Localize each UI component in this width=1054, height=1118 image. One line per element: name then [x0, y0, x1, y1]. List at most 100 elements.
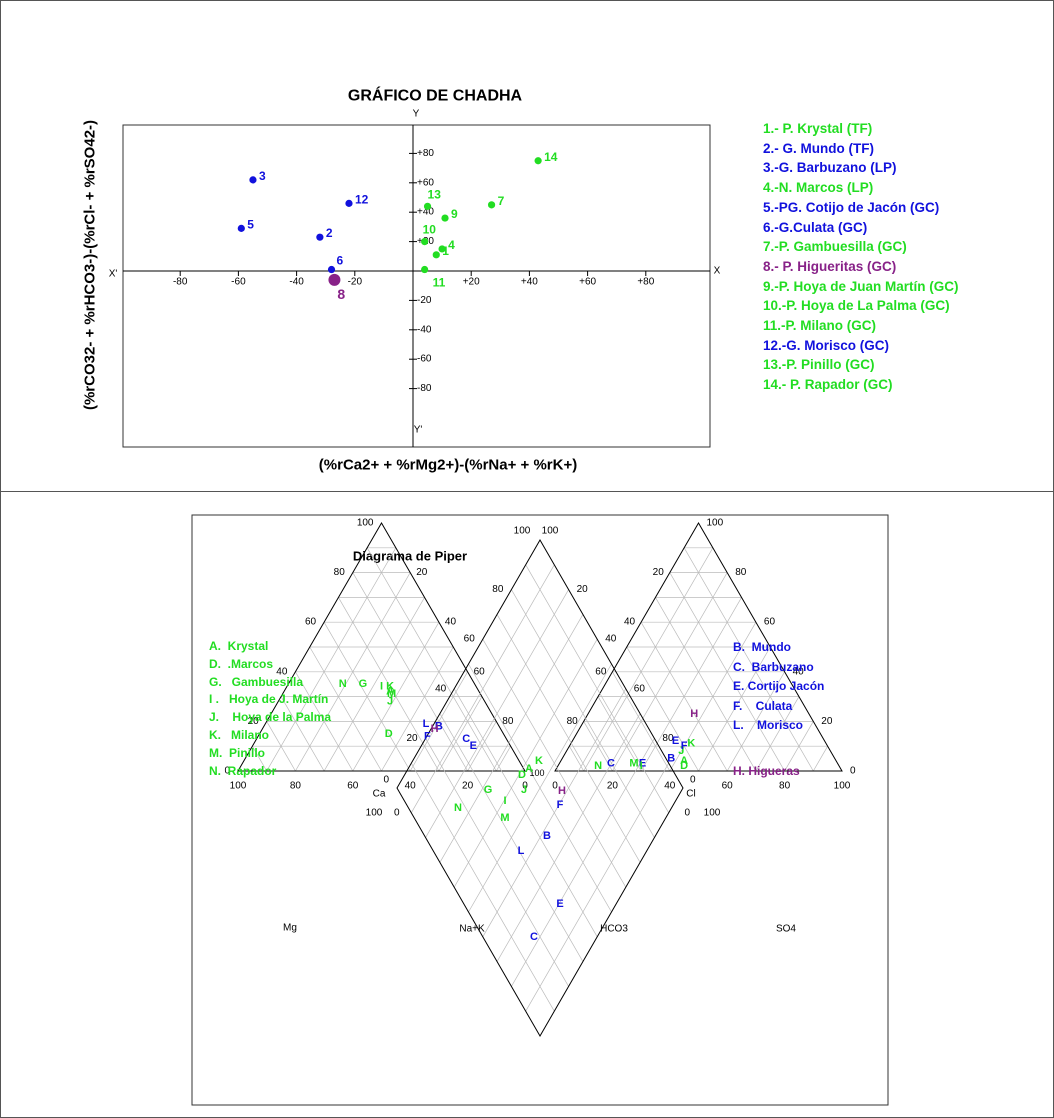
y-tick-label: -80	[417, 383, 432, 394]
cation-bottom-tick: 20	[462, 781, 474, 792]
chadha-legend-item: 9.-P. Hoya de Juan Martín (GC)	[763, 278, 959, 294]
chadha-point-14	[534, 157, 542, 165]
chadha-legend-item: 12.-G. Morisco (GC)	[763, 337, 890, 353]
cation-point-A: A	[386, 686, 394, 698]
diamond-left-tick: 40	[435, 683, 447, 694]
chadha-point-label-13: 13	[428, 187, 442, 201]
x-tick-label: -40	[289, 277, 304, 288]
chadha-point-13	[423, 202, 432, 210]
anion-triangle-grid	[612, 671, 671, 772]
chadha-point-label-5: 5	[247, 217, 254, 231]
cation-point-F: F	[424, 730, 431, 742]
cation-triangle-grid	[266, 547, 397, 772]
cation-triangle-grid	[366, 547, 497, 772]
chadha-legend-item: 4.-N. Marcos (LP)	[763, 180, 874, 196]
anion-top-tick: 100	[704, 808, 721, 819]
anion-left-tick: 20	[653, 567, 665, 578]
chadha-legend-item: 10.-P. Hoya de La Palma (GC)	[763, 298, 950, 314]
cation-triangle-grid	[266, 721, 296, 772]
anion-triangle-grid	[755, 696, 800, 772]
cation-point-M: M	[387, 688, 396, 700]
y-axis-top-letter: Y	[413, 109, 420, 120]
anion-point-B: B	[667, 753, 675, 765]
chadha-point-3	[249, 176, 257, 184]
chadha-legend: 1.- P. Krystal (TF) 2.- G. Mundo (TF) 3.-G…	[763, 119, 959, 395]
piper-legend-item: K. Milano	[209, 727, 269, 742]
chadha-point-label-9: 9	[451, 207, 458, 221]
anion-point-H: H	[690, 708, 698, 720]
cation-right-axis-label: Na+K	[459, 924, 485, 935]
anion-left-tick: 0	[684, 808, 690, 819]
diamond-right-tick: 40	[605, 634, 617, 645]
anion-point-I: I	[640, 760, 643, 772]
anion-right-tick: 40	[793, 666, 805, 677]
cation-point-C: C	[462, 733, 470, 745]
cation-right-tick: 80	[502, 716, 514, 727]
cation-point-L: L	[423, 718, 430, 730]
anion-point-C: C	[607, 758, 615, 770]
diamond-right-tick: 20	[577, 584, 589, 595]
chadha-point-label-8: 8	[337, 286, 345, 302]
chadha-point-label-6: 6	[337, 254, 344, 268]
cation-triangle-grid	[438, 696, 483, 772]
chadha-point-12	[345, 199, 353, 207]
chadha-point-label-14: 14	[544, 150, 558, 164]
diamond-point-K: K	[535, 755, 543, 767]
x-tick-label: +20	[463, 277, 480, 288]
anion-bottom-tick: 20	[607, 781, 619, 792]
anion-left-axis-label: HCO3	[600, 924, 628, 935]
chadha-point-label-4: 4	[448, 238, 455, 252]
piper-legend-item: J. Hoya de la Palma	[209, 710, 332, 725]
piper-legend-item: N. Rapador	[209, 763, 277, 778]
piper-legend-item: B. Mundo	[733, 640, 791, 654]
chadha-y-axis-label: (%rCO32- + %rHCO3-)-(%rCl- + %rSO42-)	[82, 120, 99, 410]
anion-triangle-outline	[554, 522, 843, 772]
cation-left-axis-label: Mg	[283, 923, 297, 934]
diamond-left-tick: 0	[383, 775, 389, 786]
y-tick-label: -20	[417, 295, 432, 306]
anion-point-M: M	[629, 758, 638, 770]
cation-triangle-grid	[338, 597, 440, 772]
diamond-grid	[511, 589, 655, 838]
piper-legend-item: C. Barbuzano	[733, 659, 814, 674]
x-tick-label: -20	[348, 277, 363, 288]
cation-point-K: K	[386, 681, 394, 693]
anion-triangle-grid	[784, 721, 814, 772]
anion-right-tick: 0	[850, 766, 856, 777]
diamond-point-N: N	[454, 802, 462, 814]
diamond-point-G: G	[484, 784, 493, 796]
anion-triangle-grid	[569, 746, 585, 772]
chadha-point-2	[316, 233, 324, 241]
cation-triangle-grid	[309, 646, 382, 772]
anion-bottom-tick: 40	[664, 781, 676, 792]
cation-point-G: G	[359, 678, 368, 690]
cation-triangle-grid	[280, 696, 325, 772]
cation-bottom-axis-label: Ca	[373, 789, 386, 800]
piper-title: Diagrama de Piper	[353, 549, 467, 564]
piper-frame	[191, 514, 889, 1106]
anion-right-tick: 20	[821, 716, 833, 727]
x-tick-label: -80	[173, 277, 188, 288]
piper-legend-item: F. Culata	[733, 698, 793, 713]
diamond-point-H: H	[558, 785, 566, 797]
cation-left-tick: 80	[334, 567, 346, 578]
diamond-top-tick-right: 100	[542, 526, 559, 537]
cation-left-tick: 0	[224, 766, 230, 777]
diamond-point-E: E	[556, 898, 563, 910]
anion-left-tick: 60	[595, 666, 607, 677]
chadha-point-label-10: 10	[423, 223, 437, 237]
cation-bottom-tick: 0	[522, 781, 528, 792]
diamond-grid	[525, 564, 670, 813]
chadha-point-8	[328, 273, 341, 286]
diamond-outline	[396, 538, 684, 1038]
anion-point-K: K	[687, 738, 695, 750]
diamond-left-tick: 80	[492, 584, 504, 595]
cation-triangle-grid	[409, 671, 468, 772]
anion-bottom-tick: 60	[722, 781, 734, 792]
piper-legend-item: I . Hoya de J. Martín	[209, 692, 329, 707]
diamond-top-tick-left: 100	[514, 526, 531, 537]
anion-bottom-tick: 100	[834, 781, 851, 792]
cation-left-tick: 40	[276, 666, 288, 677]
chadha-legend-item: 1.- P. Krystal (TF)	[763, 121, 873, 136]
